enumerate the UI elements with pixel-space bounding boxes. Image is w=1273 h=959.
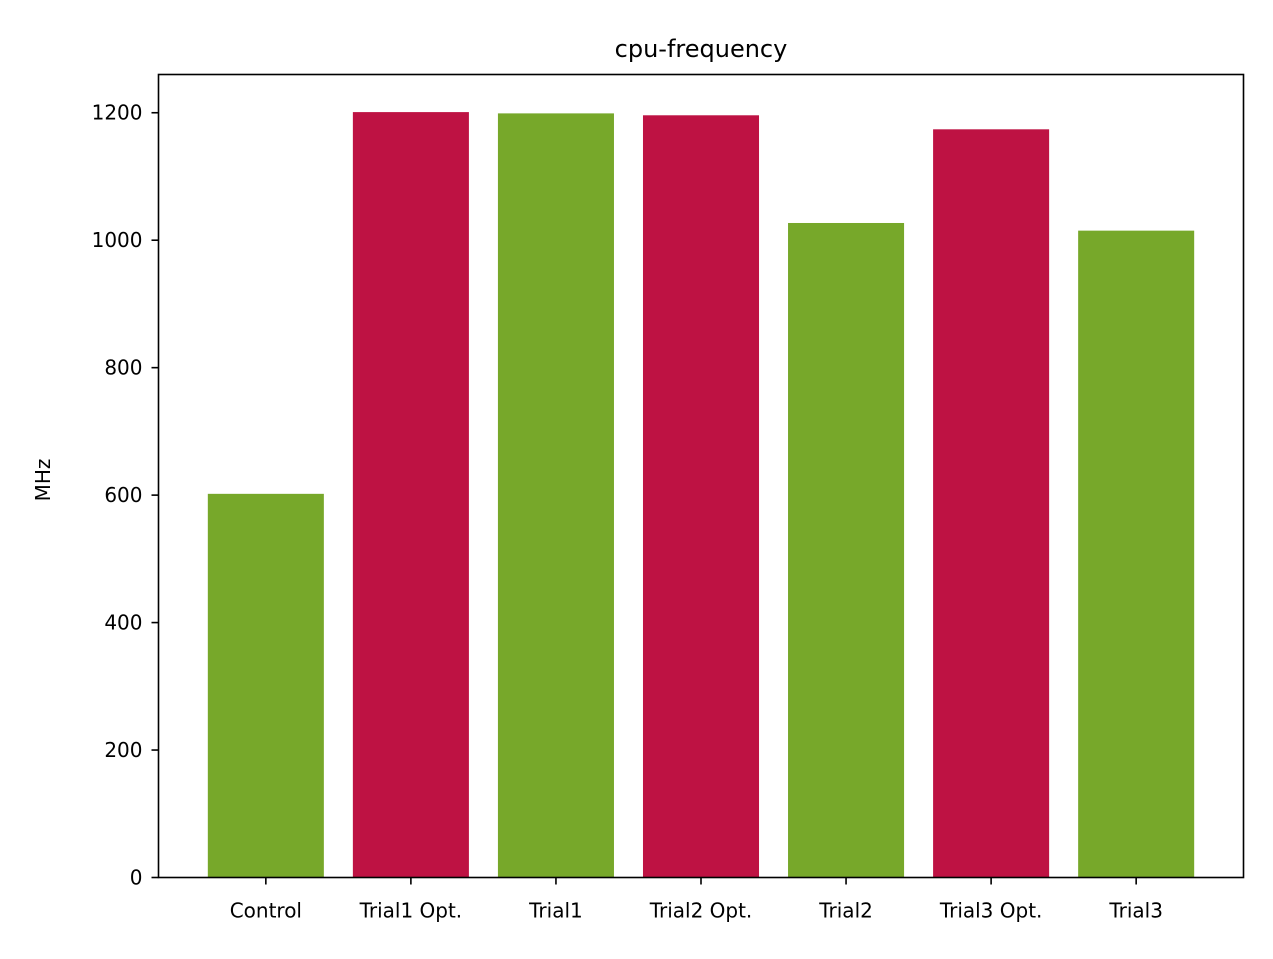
x-tick-label: Trial3 [1108, 899, 1163, 923]
bar-trial2 [788, 222, 905, 878]
x-axis-ticks: Control Trial1 Opt. Trial1 Trial2 Opt. Trial… [230, 877, 1163, 923]
plot-frame [157, 73, 1245, 879]
bar-control [207, 493, 324, 878]
x-tick-label: Control [230, 899, 302, 923]
bar-trial3 [1078, 230, 1195, 878]
y-axis-label: MHz [31, 459, 55, 502]
y-tick-label: 0 [130, 866, 143, 890]
y-tick-label: 400 [104, 611, 142, 635]
y-tick-label: 600 [104, 483, 142, 507]
x-tick-label: Trial2 [818, 899, 873, 923]
y-tick-label: 800 [104, 356, 142, 380]
x-tick-label: Trial3 Opt. [939, 899, 1043, 923]
x-tick-label: Trial1 Opt. [359, 899, 463, 923]
bar-trial1-opt [352, 112, 469, 878]
bar-trial1 [497, 113, 614, 878]
chart-title: cpu-frequency [615, 35, 788, 63]
bars-layer [207, 112, 1195, 878]
y-tick-label: 1000 [92, 228, 143, 252]
x-tick-label: Trial1 [528, 899, 583, 923]
y-axis-ticks: 0 200 400 600 800 1000 1200 [92, 101, 159, 890]
y-tick-label: 200 [104, 738, 142, 762]
y-tick-label: 1200 [92, 101, 143, 125]
bar-trial2-opt [642, 115, 760, 878]
bar-trial3-opt [933, 129, 1050, 878]
x-tick-label: Trial2 Opt. [649, 899, 753, 923]
